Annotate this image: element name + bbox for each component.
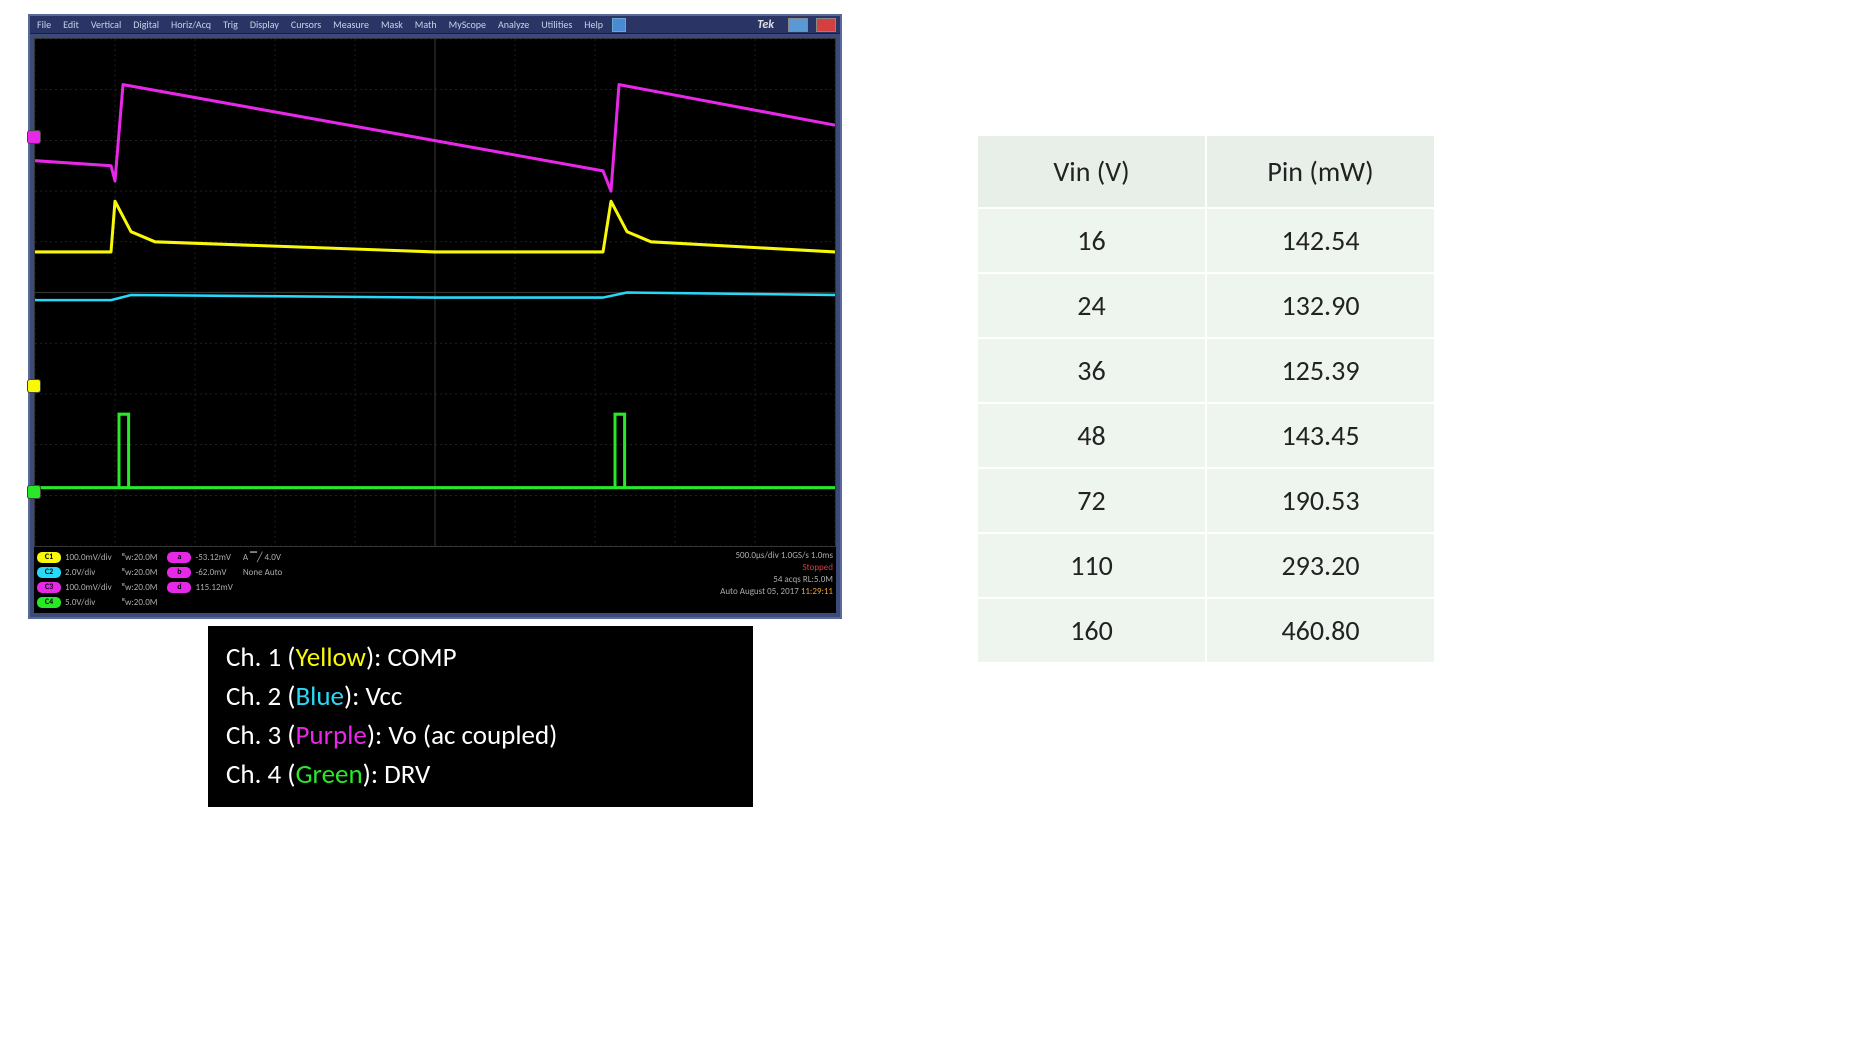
table-cell: 36 (978, 339, 1205, 402)
ch2-badge: C2 (37, 567, 61, 578)
help-icon[interactable] (612, 18, 626, 32)
menu-file[interactable]: File (34, 18, 54, 31)
legend-row-1: Ch. 1 (Yellow): COMP (226, 638, 735, 677)
status-stopped: Stopped (720, 562, 833, 573)
table-cell: 132.90 (1207, 274, 1434, 337)
waveform-display (34, 38, 836, 547)
menu-math[interactable]: Math (412, 18, 440, 31)
table-header-0: Vin (V) (978, 136, 1205, 207)
ch4-bw-label: ᴮw:20.0M (122, 597, 158, 608)
menu-myscope[interactable]: MyScope (446, 18, 489, 31)
table-cell: 142.54 (1207, 209, 1434, 272)
table-row: 72190.53 (978, 469, 1434, 532)
menu-vertical[interactable]: Vertical (88, 18, 124, 31)
ch1-badge: C1 (37, 552, 61, 563)
cursor-b-value: -62.0mV (195, 567, 226, 578)
table-cell: 143.45 (1207, 404, 1434, 467)
channel-legend: Ch. 1 (Yellow): COMPCh. 2 (Blue): VccCh.… (208, 626, 753, 807)
brand-label: Tek (757, 18, 780, 32)
cursor-a-value: -53.12mV (195, 552, 231, 563)
minimize-icon[interactable] (788, 18, 808, 32)
table-cell: 125.39 (1207, 339, 1434, 402)
trigger-level: A ▔╱ 4.0V (243, 550, 282, 564)
table-cell: 160 (978, 599, 1205, 662)
table-row: 24132.90 (978, 274, 1434, 337)
scope-readout-panel: C1 100.0mV/div C2 2.0V/div C3 100.0mV/div C4 5.… (34, 547, 836, 613)
ch4-marker-icon (27, 485, 41, 499)
timebase-readout: 500.0µs/div 1.0GS/s 1.0ms (720, 550, 833, 561)
table-row: 48143.45 (978, 404, 1434, 467)
table-row: 36125.39 (978, 339, 1434, 402)
ch1-scale-label: 100.0mV/div (65, 552, 112, 563)
table-row: 160460.80 (978, 599, 1434, 662)
table-cell: 24 (978, 274, 1205, 337)
menu-utilities[interactable]: Utilities (538, 18, 575, 31)
table-cell: 110 (978, 534, 1205, 597)
menu-display[interactable]: Display (247, 18, 282, 31)
menu-horizacq[interactable]: Horiz/Acq (168, 18, 214, 31)
table-row: 110293.20 (978, 534, 1434, 597)
ch1-marker-icon (27, 379, 41, 393)
status-datetime: Auto August 05, 2017 11:29:11 (720, 586, 833, 597)
ch3-bw-label: ᴮw:20.0M (122, 582, 158, 593)
table-cell: 72 (978, 469, 1205, 532)
ch4-badge: C4 (37, 597, 61, 608)
ch3-marker-icon (27, 130, 41, 144)
menu-mask[interactable]: Mask (378, 18, 406, 31)
menu-help[interactable]: Help (581, 18, 606, 31)
ch2-bw-label: ᴮw:20.0M (122, 567, 158, 578)
menu-trig[interactable]: Trig (220, 18, 241, 31)
menu-edit[interactable]: Edit (60, 18, 82, 31)
close-icon[interactable] (816, 18, 836, 32)
ch3-badge: C3 (37, 582, 61, 593)
menu-measure[interactable]: Measure (330, 18, 372, 31)
scope-menu-bar: File Edit Vertical Digital Horiz/Acq Trig Disp… (30, 16, 840, 34)
ch1-bw-label: ᴮw:20.0M (122, 552, 158, 563)
trigger-mode: None Auto (243, 565, 282, 579)
ch3-scale-label: 100.0mV/div (65, 582, 112, 593)
table-row: 16142.54 (978, 209, 1434, 272)
status-acqs: 54 acqs RL:5.0M (720, 574, 833, 585)
table-cell: 16 (978, 209, 1205, 272)
ch2-scale-label: 2.0V/div (65, 567, 95, 578)
cursor-d-value: 115.12mV (195, 582, 232, 593)
table-cell: 190.53 (1207, 469, 1434, 532)
table-header-1: Pin (mW) (1207, 136, 1434, 207)
oscilloscope-window: File Edit Vertical Digital Horiz/Acq Trig Disp… (28, 14, 842, 619)
ch4-scale-label: 5.0V/div (65, 597, 95, 608)
menu-cursors[interactable]: Cursors (288, 18, 324, 31)
table-cell: 48 (978, 404, 1205, 467)
legend-row-2: Ch. 2 (Blue): Vcc (226, 677, 735, 716)
legend-row-3: Ch. 3 (Purple): Vo (ac coupled) (226, 716, 735, 755)
table-cell: 293.20 (1207, 534, 1434, 597)
menu-digital[interactable]: Digital (130, 18, 162, 31)
menu-analyze[interactable]: Analyze (495, 18, 532, 31)
legend-row-4: Ch. 4 (Green): DRV (226, 755, 735, 794)
vin-pin-table: Vin (V)Pin (mW) 16142.5424132.9036125.39… (976, 134, 1436, 664)
table-cell: 460.80 (1207, 599, 1434, 662)
